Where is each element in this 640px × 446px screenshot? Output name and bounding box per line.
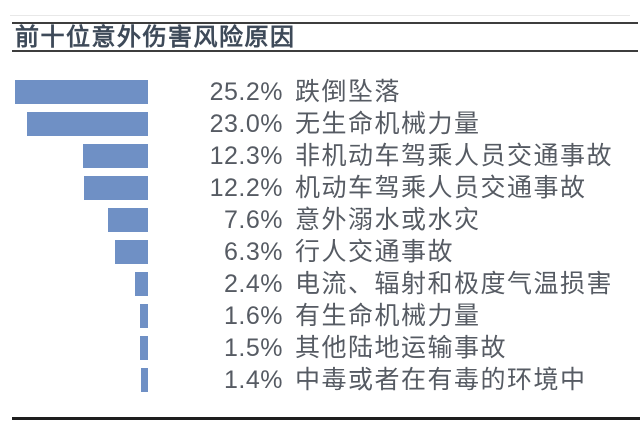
bar — [84, 176, 148, 200]
bar-chart: 25.2% 跌倒坠落 23.0% 无生命机械力量 12.3% 非机动车驾乘人员交… — [0, 78, 640, 394]
bar-cell — [0, 208, 148, 232]
chart-row: 25.2% 跌倒坠落 — [0, 78, 640, 106]
bar-cell — [0, 80, 148, 104]
percent-label: 7.6% — [224, 206, 283, 234]
bar-cell — [0, 272, 148, 296]
bar-cell — [0, 176, 148, 200]
chart-row: 2.4% 电流、辐射和极度气温损害 — [0, 270, 640, 298]
percent-label: 23.0% — [209, 110, 283, 138]
category-label: 无生命机械力量 — [295, 110, 481, 138]
percent-label: 6.3% — [224, 238, 283, 266]
bar-cell — [0, 368, 148, 392]
bar — [140, 336, 148, 360]
bar-cell — [0, 144, 148, 168]
percent-label: 1.5% — [224, 334, 283, 362]
category-label: 其他陆地运输事故 — [295, 334, 508, 362]
chart-row: 12.2% 机动车驾乘人员交通事故 — [0, 174, 640, 202]
percent-label: 25.2% — [209, 78, 283, 106]
bar — [83, 144, 148, 168]
category-label: 跌倒坠落 — [295, 78, 402, 106]
bar-cell — [0, 240, 148, 264]
bar-cell — [0, 336, 148, 360]
bottom-rule — [12, 417, 640, 420]
bar-cell — [0, 112, 148, 136]
category-label: 有生命机械力量 — [295, 302, 481, 330]
chart-row: 1.5% 其他陆地运输事故 — [0, 334, 640, 362]
category-label: 机动车驾乘人员交通事故 — [295, 174, 587, 202]
category-label: 非机动车驾乘人员交通事故 — [295, 142, 614, 170]
percent-label: 1.4% — [224, 366, 283, 394]
category-label: 中毒或者在有毒的环境中 — [295, 366, 587, 394]
chart-row: 1.6% 有生命机械力量 — [0, 302, 640, 330]
title-bottom-rule — [12, 50, 638, 52]
percent-label: 12.3% — [209, 142, 283, 170]
category-label: 电流、辐射和极度气温损害 — [295, 270, 614, 298]
bar — [27, 112, 148, 136]
chart-row: 7.6% 意外溺水或水灾 — [0, 206, 640, 234]
percent-label: 1.6% — [224, 302, 283, 330]
percent-label: 2.4% — [224, 270, 283, 298]
bar — [140, 304, 148, 328]
bar — [135, 272, 148, 296]
bar — [141, 368, 148, 392]
chart-title: 前十位意外伤害风险原因 — [15, 24, 296, 51]
bar-cell — [0, 304, 148, 328]
category-label: 意外溺水或水灾 — [295, 206, 481, 234]
top-hairline — [10, 15, 630, 16]
category-label: 行人交通事故 — [295, 238, 455, 266]
chart-row: 6.3% 行人交通事故 — [0, 238, 640, 266]
chart-row: 23.0% 无生命机械力量 — [0, 110, 640, 138]
percent-label: 12.2% — [209, 174, 283, 202]
bar — [115, 240, 148, 264]
bar — [108, 208, 148, 232]
chart-row: 12.3% 非机动车驾乘人员交通事故 — [0, 142, 640, 170]
bar — [15, 80, 148, 104]
chart-row: 1.4% 中毒或者在有毒的环境中 — [0, 366, 640, 394]
title-top-rule — [12, 22, 638, 24]
